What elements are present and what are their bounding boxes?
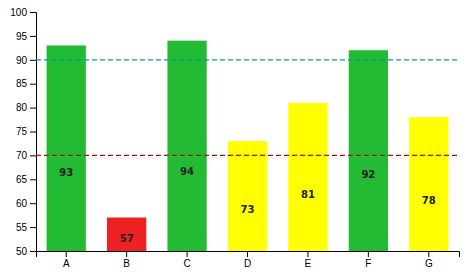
bars <box>36 41 459 251</box>
y-tick-mark <box>30 251 36 252</box>
x-axis-line <box>37 252 460 258</box>
y-tick-mark <box>30 227 36 228</box>
y-tick-mark <box>30 60 36 61</box>
y-tick-label: 90 <box>16 55 28 66</box>
y-tick: 65 <box>16 174 36 185</box>
data-label: 92 <box>361 169 375 180</box>
y-tick-mark <box>30 203 36 204</box>
y-tick-mark <box>30 36 36 37</box>
data-label: 81 <box>301 189 315 200</box>
x-tick-label: F <box>365 258 371 269</box>
x-tick: G <box>425 251 433 269</box>
y-tick-mark <box>30 179 36 180</box>
y-axis-line <box>30 13 37 252</box>
data-label: 57 <box>120 233 134 244</box>
x-tick-mark <box>187 251 188 257</box>
x-tick-mark <box>126 251 127 257</box>
y-tick-label: 75 <box>16 126 28 137</box>
data-label: 94 <box>180 166 194 177</box>
y-tick: 85 <box>16 78 36 89</box>
x-tick-label: B <box>123 258 130 269</box>
y-tick: 60 <box>16 198 36 209</box>
y-tick-label: 60 <box>16 198 28 209</box>
y-tick-mark <box>30 108 36 109</box>
y-tick: 80 <box>16 102 36 113</box>
x-tick-mark <box>307 251 308 257</box>
y-tick: 50 <box>16 246 36 257</box>
y-tick-mark <box>30 155 36 156</box>
y-tick-label: 100 <box>10 7 27 18</box>
x-tick-label: E <box>305 258 312 269</box>
x-axis: A B C D E F G <box>37 251 460 269</box>
bar <box>349 50 388 251</box>
data-label: 78 <box>422 195 436 206</box>
x-tick: E <box>305 251 312 269</box>
x-tick: D <box>244 251 251 269</box>
x-tick-label: D <box>244 258 251 269</box>
data-label: 73 <box>241 204 255 215</box>
data-labels: 93 57 94 73 81 92 78 <box>59 166 436 244</box>
y-tick-label: 95 <box>16 31 28 42</box>
chart: 50 55 60 65 70 75 80 85 90 95 100 A B C D E F G 93 57 94 73 81… <box>0 0 471 277</box>
y-tick: 100 <box>10 7 36 18</box>
y-axis: 50 55 60 65 70 75 80 85 90 95 100 <box>10 7 36 257</box>
y-tick: 75 <box>16 126 36 137</box>
bar <box>228 141 267 251</box>
y-tick-label: 55 <box>16 222 28 233</box>
y-tick-label: 50 <box>16 246 28 257</box>
bar <box>167 41 206 251</box>
x-tick-label: C <box>183 258 190 269</box>
y-tick-mark <box>30 12 36 13</box>
bar <box>107 218 146 251</box>
y-tick: 90 <box>16 55 36 66</box>
data-label: 93 <box>59 167 73 178</box>
x-tick: A <box>63 251 70 269</box>
x-tick-label: A <box>63 258 70 269</box>
x-tick-mark <box>368 251 369 257</box>
y-tick: 70 <box>16 150 36 161</box>
reference-line <box>36 59 459 60</box>
x-tick: F <box>365 251 371 269</box>
y-tick-label: 80 <box>16 102 28 113</box>
y-tick: 95 <box>16 31 36 42</box>
x-tick: C <box>183 251 190 269</box>
x-tick-label: G <box>425 258 433 269</box>
y-tick-label: 85 <box>16 78 28 89</box>
x-tick-mark <box>428 251 429 257</box>
plot: 50 55 60 65 70 75 80 85 90 95 100 A B C D E F G 93 57 94 73 81… <box>10 7 459 269</box>
x-tick: B <box>123 251 130 269</box>
x-tick-mark <box>66 251 67 257</box>
y-tick-mark <box>30 84 36 85</box>
y-tick-label: 70 <box>16 150 28 161</box>
y-tick: 55 <box>16 222 36 233</box>
bar <box>47 45 86 251</box>
x-tick-mark <box>247 251 248 257</box>
bar <box>409 117 448 251</box>
bar <box>288 103 327 251</box>
y-tick-label: 65 <box>16 174 28 185</box>
reference-line <box>36 155 459 156</box>
y-tick-mark <box>30 132 36 133</box>
